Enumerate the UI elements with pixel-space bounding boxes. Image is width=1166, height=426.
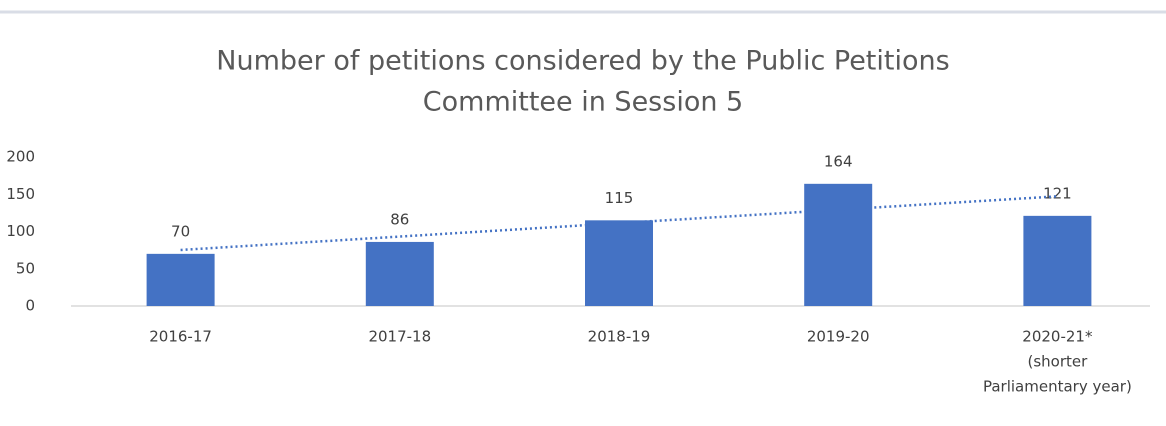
value-label: 121 [1043, 184, 1072, 202]
chart-title: Committee in Session 5 [423, 87, 743, 118]
chart-title: Number of petitions considered by the Pu… [216, 46, 949, 77]
y-tick-label: 150 [6, 185, 35, 203]
y-tick-label: 100 [6, 222, 35, 240]
y-tick-label: 0 [25, 297, 35, 315]
value-label: 86 [390, 210, 409, 228]
x-tick-label: 2018-19 [588, 328, 651, 346]
trendline [180, 195, 1058, 252]
x-tick-label: 2017-18 [368, 328, 431, 346]
bar [146, 253, 215, 306]
x-tick-label: 2016-17 [149, 328, 212, 346]
bar [585, 220, 653, 306]
x-tick-label: Parliamentary year) [983, 378, 1132, 396]
x-tick-label: 2020-21* [1022, 328, 1093, 346]
value-label: 70 [171, 222, 190, 240]
y-tick-label: 50 [16, 259, 35, 277]
x-tick-label: 2019-20 [807, 328, 870, 346]
x-tick-label: (shorter [1028, 353, 1089, 371]
bar [804, 183, 873, 306]
bar [1023, 215, 1092, 306]
bar [365, 241, 434, 306]
y-tick-label: 200 [6, 148, 35, 166]
value-label: 164 [824, 152, 853, 170]
value-label: 115 [605, 189, 634, 207]
